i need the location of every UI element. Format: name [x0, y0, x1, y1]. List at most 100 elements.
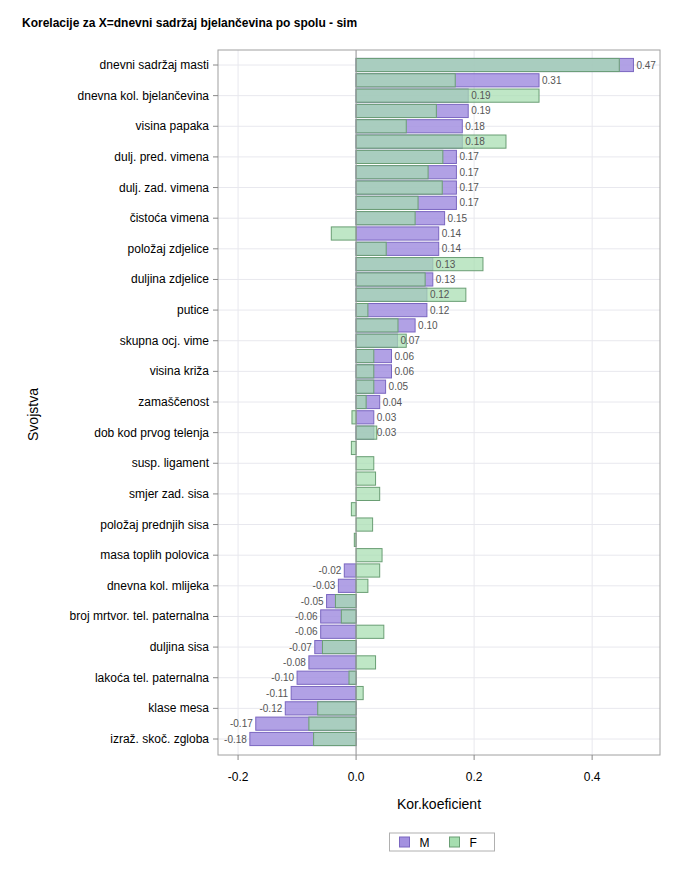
bar: [356, 549, 382, 562]
bar: [356, 304, 368, 317]
bar: [356, 58, 633, 71]
data-label: -0.03: [313, 580, 336, 591]
y-tick-label: skupna ocj. vime: [120, 334, 210, 348]
bar: [349, 671, 356, 684]
grid-line-v: [356, 50, 357, 755]
bar: [341, 610, 356, 623]
data-label: -0.11: [266, 688, 288, 699]
bar: [356, 150, 456, 163]
x-tick-label: -0.2: [228, 770, 249, 784]
legend: MF: [390, 833, 495, 851]
bar: [285, 702, 356, 715]
bar: [356, 135, 506, 148]
data-label: 0.03: [377, 412, 397, 423]
data-label: 0.06: [394, 351, 414, 362]
bar: [356, 273, 433, 286]
y-tick-label: putice: [177, 303, 209, 317]
bar: [356, 150, 443, 163]
bar: [309, 656, 356, 669]
y-tick-label: dnevna kol. mlijeka: [107, 579, 209, 593]
bar: [356, 349, 391, 362]
legend-swatch: [400, 837, 410, 847]
y-tick-label: klase mesa: [148, 701, 209, 715]
data-label: 0.18: [465, 136, 485, 147]
bar: [356, 104, 468, 117]
y-tick-label: zamaščenost: [138, 395, 209, 409]
x-tick: [474, 755, 475, 760]
bar: [356, 120, 462, 133]
y-tick-label: susp. ligament: [132, 456, 210, 470]
bar: [335, 595, 356, 608]
data-label: 0.17: [459, 151, 479, 162]
data-label: 0.04: [383, 397, 403, 408]
x-tick: [356, 755, 357, 760]
bar: [356, 273, 425, 286]
grid-line-h: [218, 493, 660, 494]
data-label: -0.06: [295, 626, 318, 637]
data-label: -0.08: [283, 657, 306, 668]
x-tick-label: 0.4: [584, 770, 601, 784]
bar: [356, 365, 374, 378]
bar: [356, 349, 374, 362]
y-tick-label: položaj zdjelice: [128, 242, 210, 256]
bar: [321, 610, 356, 623]
y-tick: [213, 402, 218, 403]
bar: [356, 89, 539, 102]
y-tick: [213, 310, 218, 311]
bar: [356, 457, 374, 470]
data-label: -0.07: [289, 642, 312, 653]
bar: [356, 258, 483, 271]
bar: [318, 702, 356, 715]
y-tick: [213, 677, 218, 678]
data-label: 0.47: [636, 60, 656, 71]
bar: [356, 304, 427, 317]
bar: [356, 686, 363, 699]
data-label: 0.15: [448, 213, 468, 224]
grid-line-h: [218, 524, 660, 525]
bar: [356, 395, 380, 408]
bar: [250, 732, 356, 745]
grid-line-h: [218, 402, 660, 403]
bar: [297, 671, 356, 684]
x-tick-label: 0.0: [348, 770, 365, 784]
data-label: -0.10: [271, 672, 294, 683]
data-label: -0.18: [224, 734, 247, 745]
bar: [356, 120, 406, 133]
bar: [327, 595, 357, 608]
y-tick: [213, 432, 218, 433]
y-tick: [213, 371, 218, 372]
bar: [356, 104, 436, 117]
bar: [356, 656, 375, 669]
y-tick-label: izraž. skoč. zgloba: [110, 732, 209, 746]
bar: [356, 181, 442, 194]
bar: [356, 625, 384, 638]
legend-label: M: [420, 836, 430, 850]
bars: [250, 58, 634, 745]
bar: [356, 334, 406, 347]
y-tick: [213, 95, 218, 96]
data-label: 0.06: [394, 366, 414, 377]
bar: [356, 181, 456, 194]
bar: [256, 717, 356, 730]
grid-line-h: [218, 340, 660, 341]
y-tick: [213, 279, 218, 280]
y-tick: [213, 65, 218, 66]
y-tick-label: čistoća vimena: [130, 211, 210, 225]
grid-line-h: [218, 371, 660, 372]
y-axis-label: Svojstva: [25, 388, 41, 441]
bar: [322, 641, 356, 654]
bar: [356, 166, 456, 179]
y-tick: [213, 340, 218, 341]
y-tick: [213, 739, 218, 740]
chart-root: Korelacije za X=dnevni sadržaj bjelančev…: [0, 0, 680, 869]
zero-line: [356, 50, 357, 755]
bar: [309, 717, 356, 730]
y-tick-label: smjer zad. sisa: [129, 487, 209, 501]
bar: [356, 411, 374, 424]
bar: [321, 625, 356, 638]
y-tick-label: broj mrtvor. tel. paternalna: [70, 609, 210, 623]
grid-line-h: [218, 432, 660, 433]
data-label: 0.13: [436, 274, 456, 285]
bar: [356, 196, 418, 209]
data-label: 0.12: [430, 305, 450, 316]
